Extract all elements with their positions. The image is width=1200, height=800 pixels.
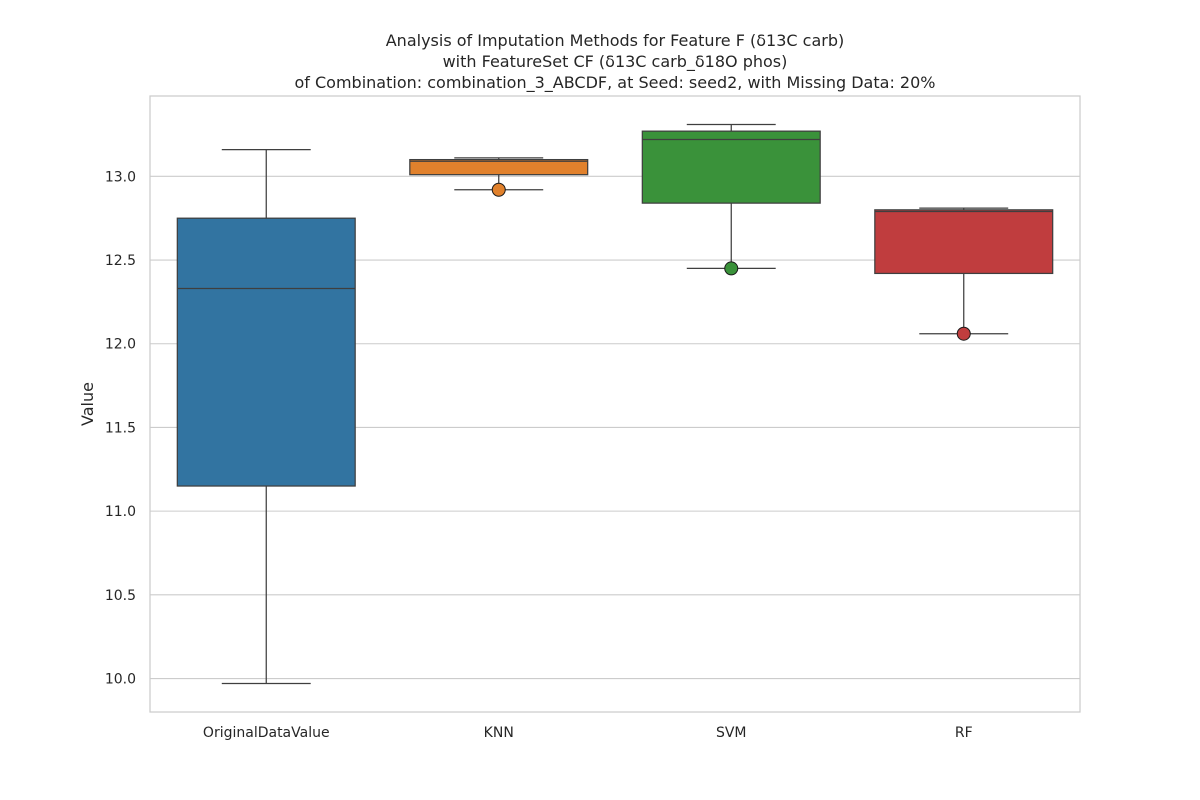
y-tick-label: 12.0: [105, 337, 136, 353]
plot-area-frame: [149, 95, 1081, 713]
chart-title-line-1: Analysis of Imputation Methods for Featu…: [386, 31, 845, 50]
y-tick-label: 10.0: [105, 672, 136, 688]
y-tick-label: 11.5: [105, 420, 136, 436]
x-tick-label: KNN: [484, 725, 514, 741]
box-series: [176, 123, 1054, 685]
y-tick-label: 11.0: [105, 504, 136, 520]
x-tick-label: OriginalDataValue: [203, 725, 330, 741]
y-tick-label: 10.5: [105, 588, 136, 604]
outlier-point: [491, 182, 506, 197]
x-tick-label: RF: [955, 725, 973, 741]
chart-title-line-3: of Combination: combination_3_ABCDF, at …: [295, 73, 936, 93]
y-tick-label: 13.0: [105, 169, 136, 185]
outlier-point: [724, 261, 739, 276]
box-body: [641, 130, 821, 204]
y-tick-label: 12.5: [105, 253, 136, 269]
y-axis-label: Value: [78, 382, 97, 426]
outlier-point: [956, 326, 971, 341]
axis-ticks: 10.0 10.5 11.0 11.5 12.0 12.5 13.0 OriginalData…: [105, 169, 973, 741]
box-group-originaldatavalue: [176, 148, 356, 685]
box-body: [409, 158, 589, 176]
box-group-rf: [874, 207, 1054, 341]
x-tick-label: SVM: [716, 725, 747, 741]
box-group-svm: [641, 123, 821, 276]
box-group-knn: [409, 157, 589, 197]
box-body: [874, 209, 1054, 275]
box-body: [176, 217, 356, 487]
chart-title-line-2: with FeatureSet CF (δ13C carb_δ18O phos): [443, 52, 788, 72]
